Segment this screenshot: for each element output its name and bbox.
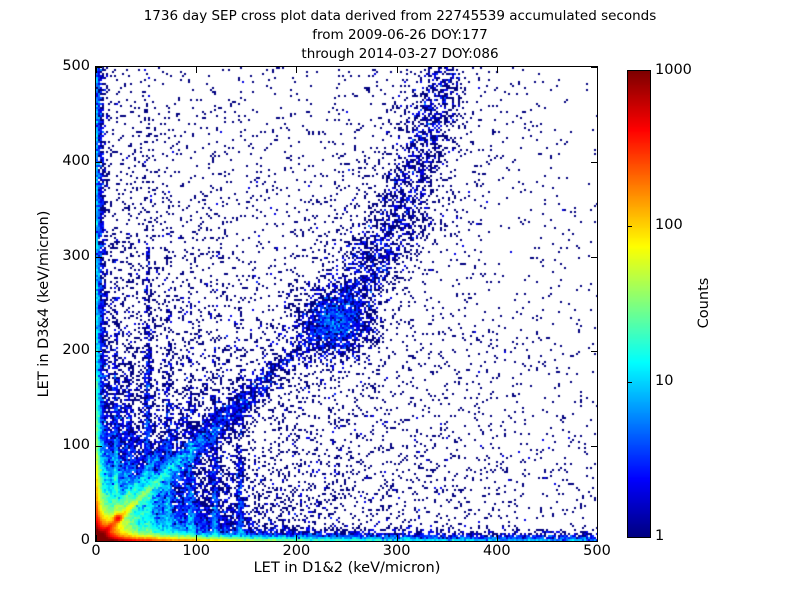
colorbar-gradient-canvas	[628, 71, 650, 537]
x-tick-mark-top	[597, 67, 598, 73]
colorbar-tick-label: 100	[655, 217, 683, 234]
x-tick-label: 400	[482, 543, 511, 559]
x-tick-mark-top	[396, 67, 398, 73]
chart-title-line-1: 1736 day SEP cross plot data derived fro…	[143, 8, 657, 24]
x-tick-label: 100	[182, 543, 211, 559]
y-tick-label: 500	[62, 58, 90, 74]
y-tick-mark-right	[591, 67, 597, 68]
colorbar-tick-mark	[628, 226, 632, 228]
scatter-density-canvas	[96, 67, 597, 541]
y-tick-mark-left	[96, 256, 102, 258]
x-tick-mark-bottom	[396, 535, 398, 541]
colorbar-frame	[627, 70, 651, 538]
y-tick-label: 300	[62, 247, 90, 264]
y-tick-label: 400	[62, 152, 90, 169]
colorbar-tick-label: 1	[655, 528, 665, 544]
y-tick-mark-right	[591, 541, 597, 542]
colorbar-tick-label: 10	[655, 372, 674, 389]
x-tick-label: 200	[282, 543, 311, 559]
x-tick-mark-top	[496, 67, 498, 73]
colorbar-label: Counts	[696, 277, 712, 329]
x-tick-mark-bottom	[96, 535, 97, 541]
x-tick-mark-bottom	[597, 535, 598, 541]
x-tick-mark-top	[296, 67, 298, 73]
y-tick-mark-left	[96, 541, 102, 542]
y-tick-mark-left	[96, 351, 102, 353]
y-axis-label: LET in D3&4 (keV/micron)	[36, 210, 52, 398]
x-tick-label: 300	[382, 543, 411, 559]
chart-title-block: 1736 day SEP cross plot data derived fro…	[0, 7, 800, 64]
chart-title-line-2: from 2009-06-26 DOY:177	[312, 27, 488, 43]
x-tick-label: 0	[91, 543, 101, 559]
y-tick-label: 200	[62, 342, 90, 359]
y-tick-label: 100	[62, 437, 90, 454]
y-tick-mark-right	[591, 446, 597, 448]
y-tick-mark-left	[96, 161, 102, 163]
x-tick-mark-top	[96, 67, 97, 73]
x-tick-mark-bottom	[496, 535, 498, 541]
y-tick-mark-right	[591, 161, 597, 163]
colorbar-tick-mark	[628, 381, 632, 383]
x-tick-mark-bottom	[296, 535, 298, 541]
colorbar-tick-label: 1000	[655, 62, 692, 78]
y-tick-mark-left	[96, 67, 102, 68]
y-tick-mark-right	[591, 351, 597, 353]
y-tick-label: 0	[80, 532, 90, 548]
plot-frame	[95, 66, 598, 542]
y-tick-mark-right	[591, 256, 597, 258]
y-tick-mark-left	[96, 446, 102, 448]
x-axis-label: LET in D1&2 (keV/micron)	[253, 560, 441, 576]
x-tick-mark-top	[196, 67, 198, 73]
x-tick-label: 500	[583, 543, 611, 559]
x-tick-mark-bottom	[196, 535, 198, 541]
chart-title-line-3: through 2014-03-27 DOY:086	[301, 46, 499, 62]
